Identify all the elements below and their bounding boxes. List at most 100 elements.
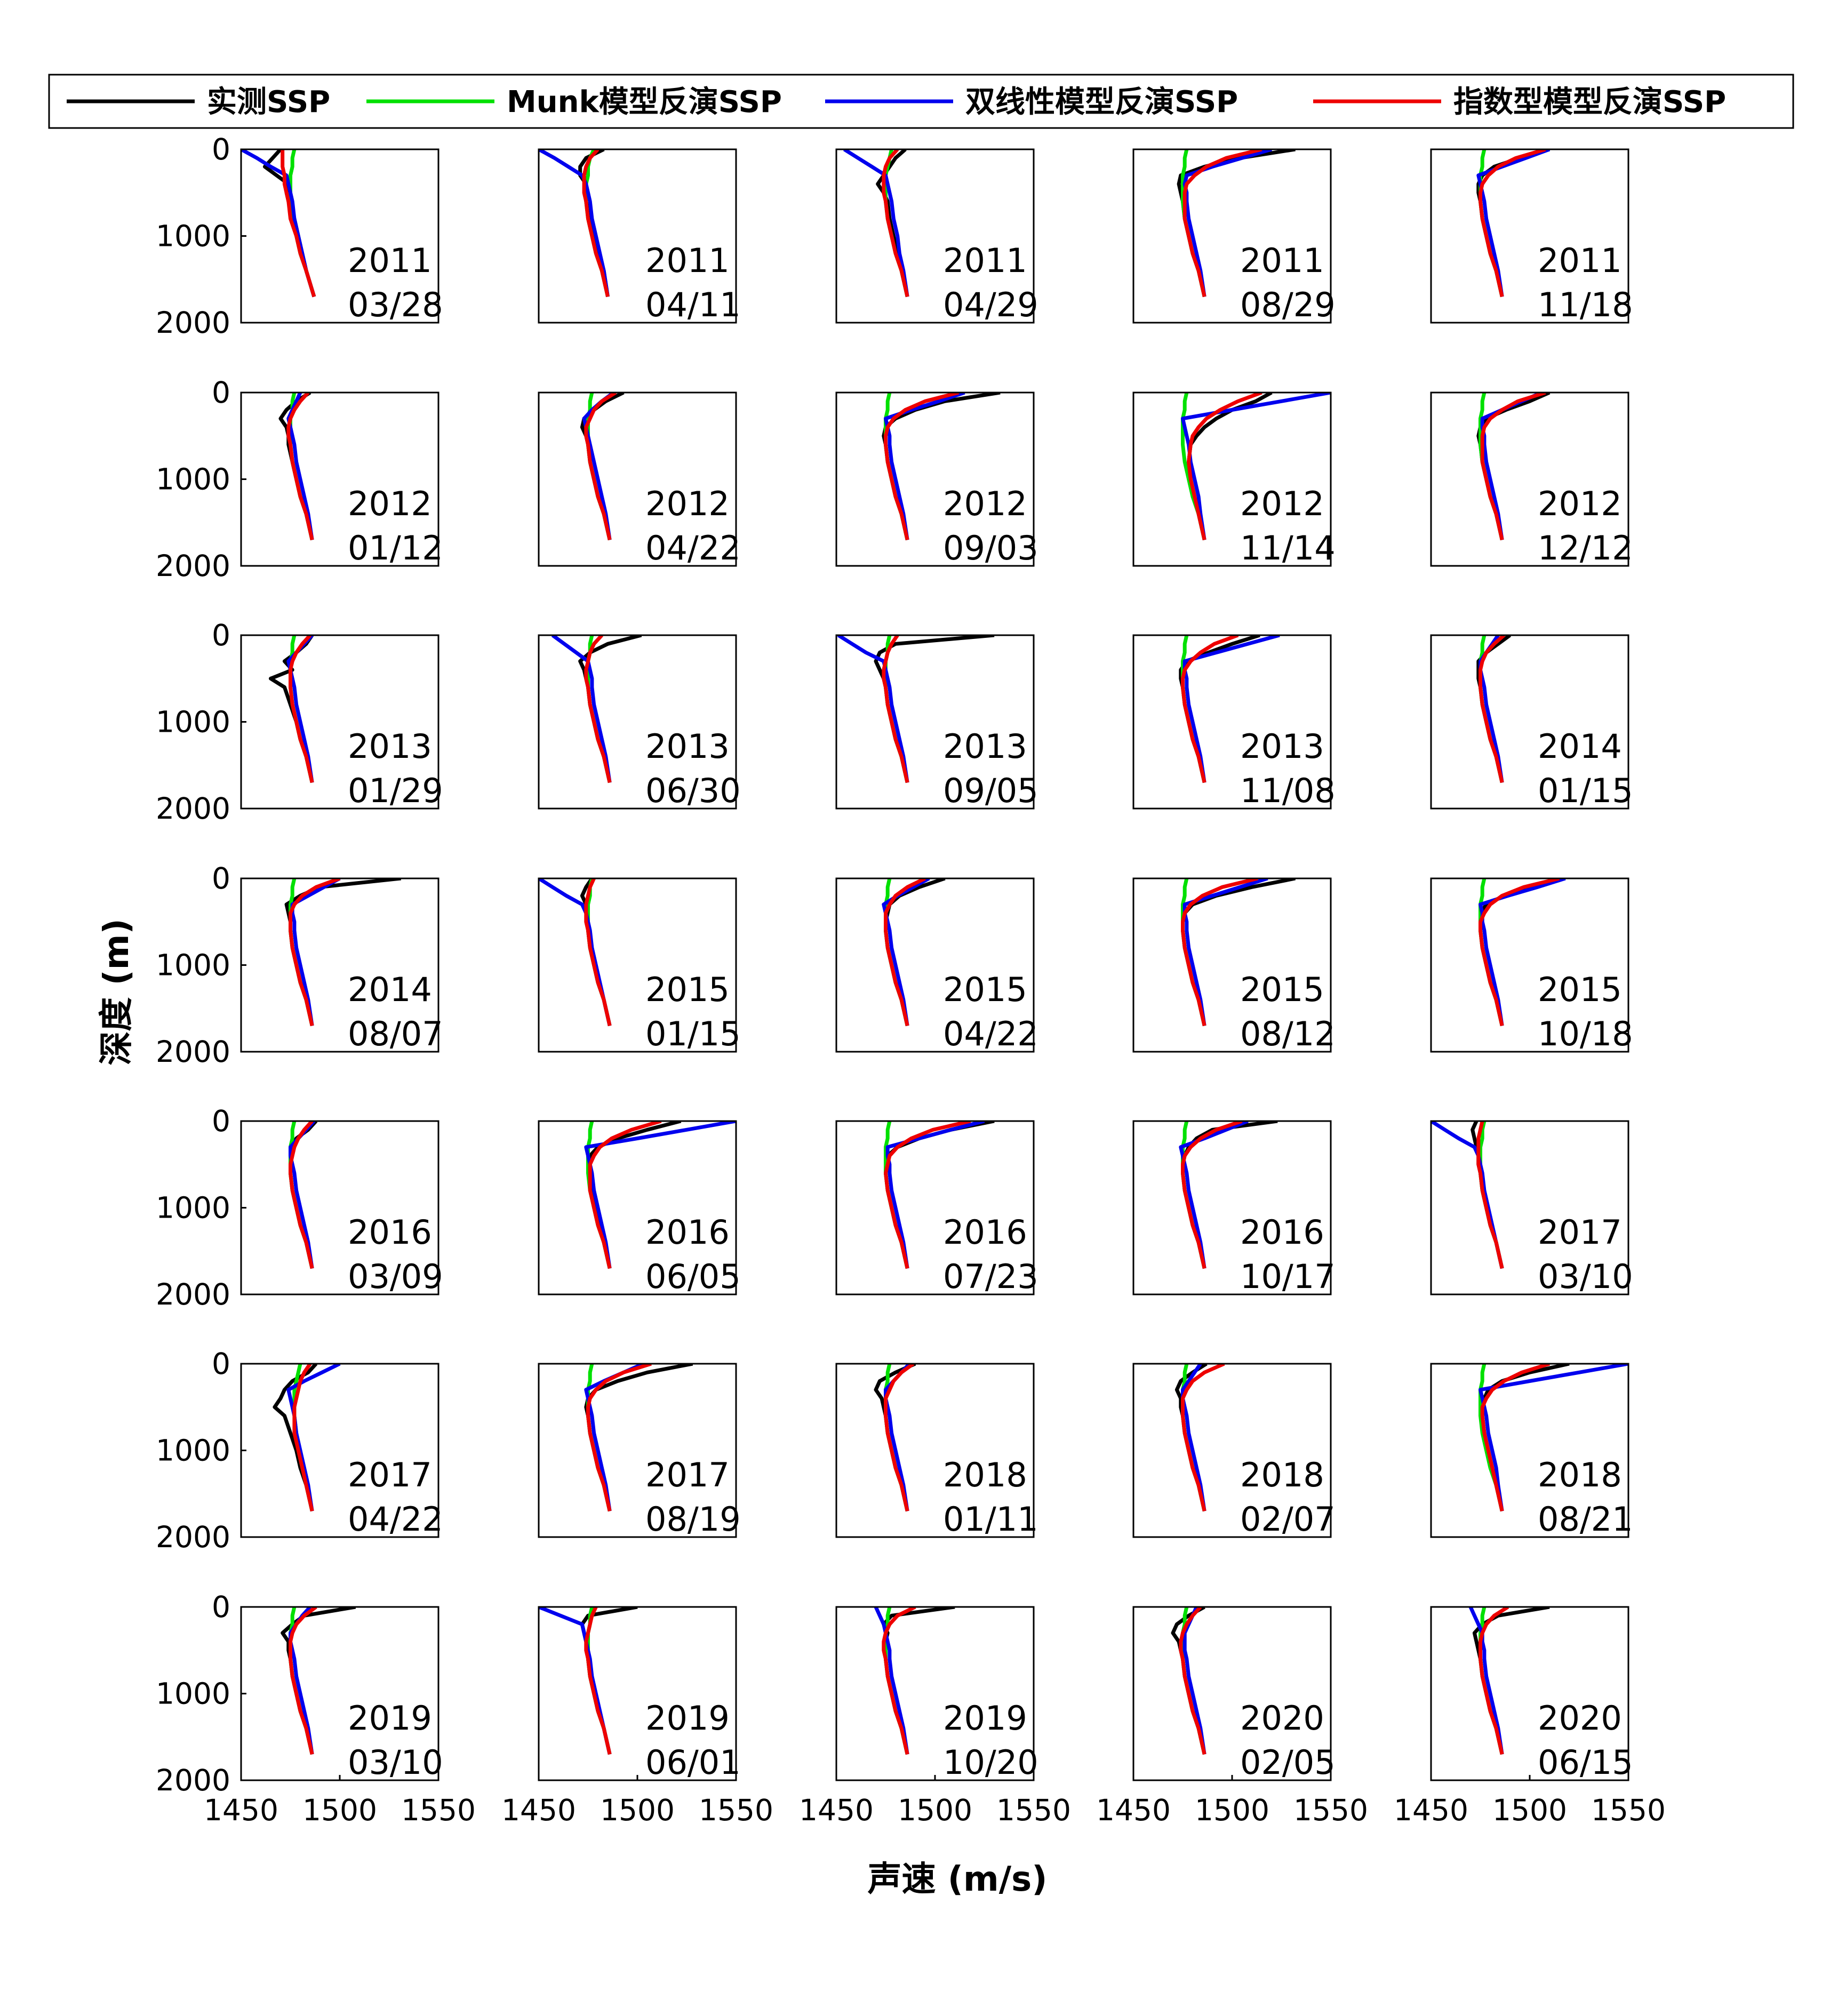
panel: 2018 02/07 (1132, 1363, 1336, 1539)
panel: 2015 04/22 (835, 877, 1038, 1053)
panel-frame (1132, 391, 1332, 567)
panel-lines (1476, 635, 1512, 783)
panel-year: 2012 (1538, 484, 1622, 523)
panel-frame (1430, 148, 1629, 324)
panel-frame (1132, 148, 1332, 324)
panel-date: 03/10 (1538, 1257, 1633, 1296)
x-tick-label: 1500 (1195, 1793, 1269, 1827)
panel-year: 2019 (348, 1699, 432, 1738)
panel-lines (281, 1607, 356, 1755)
y-tick-label: 2000 (156, 549, 230, 583)
exponential-line (1182, 149, 1262, 298)
panel-frame (1430, 877, 1629, 1053)
panel-lines (539, 149, 610, 298)
legend-label-2: Munk模型反演SSP (507, 85, 782, 119)
panel-lines (882, 878, 946, 1027)
panel-year: 2012 (943, 484, 1027, 523)
panel-lines (874, 1364, 916, 1512)
panel-date: 04/22 (645, 529, 741, 567)
panel: 2020 02/05 1450 1500 1550 (1096, 1606, 1368, 1827)
panel-year: 2015 (1240, 970, 1324, 1009)
panel-year: 2017 (1538, 1213, 1622, 1252)
exponential-line (1480, 393, 1546, 541)
exponential-line (1181, 878, 1258, 1027)
exponential-line (882, 1607, 916, 1755)
bilinear-line (1181, 1364, 1206, 1511)
x-tick-label: 1450 (1394, 1793, 1468, 1827)
panel-frame (1132, 1120, 1332, 1295)
panel: 2016 07/23 (835, 1120, 1038, 1296)
panel-lines (837, 635, 995, 783)
x-tick-label: 1550 (699, 1793, 773, 1827)
exponential-line (1181, 1121, 1243, 1269)
bilinear-line (290, 878, 341, 1026)
panel-date: 04/22 (348, 1500, 443, 1539)
exponential-line (884, 1364, 915, 1512)
panel-year: 2018 (943, 1455, 1027, 1494)
panel: 2018 08/21 (1430, 1363, 1633, 1539)
panel-date: 12/12 (1538, 529, 1633, 567)
exponential-line (281, 149, 316, 298)
exponential-line (286, 393, 314, 541)
panel: 2014 08/07 0 1000 2000 (156, 861, 443, 1069)
y-tick-label: 2000 (156, 1277, 230, 1311)
panel-lines (882, 393, 1001, 541)
exponential-line (1479, 1607, 1509, 1755)
panel-year: 2016 (645, 1213, 730, 1252)
panel-year: 2019 (943, 1699, 1027, 1738)
exponential-line (289, 1121, 314, 1269)
panel-frame (1430, 634, 1629, 810)
panel-date: 08/07 (348, 1014, 443, 1053)
y-tick-label: 1000 (156, 1677, 230, 1711)
y-tick-label: 1000 (156, 948, 230, 982)
bilinear-line (584, 1364, 644, 1511)
y-tick-label: 1000 (156, 219, 230, 253)
panel: 2012 11/14 (1132, 391, 1336, 567)
panel-lines (1181, 393, 1331, 541)
x-tick-label: 1550 (401, 1793, 476, 1827)
panel-year: 2016 (1240, 1213, 1324, 1252)
exponential-line (289, 635, 314, 783)
x-tick-label: 1550 (1591, 1793, 1666, 1827)
panel: 2012 12/12 (1430, 391, 1633, 567)
panel-frame (835, 634, 1035, 810)
panel: 2015 08/12 (1132, 877, 1336, 1053)
panel-frame (1132, 877, 1332, 1053)
panel-lines (1479, 1364, 1628, 1512)
panel-date: 10/18 (1538, 1014, 1633, 1053)
panel: 2016 10/17 (1132, 1120, 1336, 1296)
bilinear-line (1476, 149, 1551, 297)
panel-date: 11/14 (1240, 529, 1336, 567)
panel-year: 2013 (645, 727, 730, 766)
exponential-line (289, 1607, 317, 1755)
panel: 2019 10/20 1450 1500 1550 (799, 1606, 1071, 1827)
y-tick-label: 1000 (156, 462, 230, 497)
panel: 2013 11/08 (1132, 634, 1336, 810)
panel-year: 2020 (1240, 1699, 1324, 1738)
panel-frame (538, 391, 737, 567)
bilinear-line (539, 1607, 612, 1755)
panel-lines (273, 1364, 341, 1512)
panel-lines (1476, 149, 1551, 298)
panel-date: 06/01 (645, 1743, 741, 1782)
x-tick-label: 1450 (501, 1793, 576, 1827)
panel-year: 2016 (943, 1213, 1027, 1252)
panel-lines (539, 878, 612, 1027)
bilinear-line (286, 393, 314, 540)
panel-frame (835, 1363, 1035, 1538)
panel-lines (884, 1121, 995, 1269)
panel-date: 02/07 (1240, 1500, 1336, 1539)
panel-date: 11/08 (1240, 771, 1336, 810)
panel: 2013 01/29 0 1000 2000 (156, 618, 443, 826)
panel-lines (269, 635, 314, 783)
panel-frame (835, 1120, 1035, 1295)
exponential-line (1187, 393, 1262, 541)
legend: 实测SSP Munk模型反演SSP 双线性模型反演SSP 指数型模型反演SSP (48, 74, 1794, 129)
panel: 2013 09/05 (835, 634, 1038, 810)
panel-date: 02/05 (1240, 1743, 1336, 1782)
panels: 201103/28010002000201104/11201104/292011… (156, 132, 1666, 1827)
panel-frame (1132, 1363, 1332, 1538)
y-tick-label: 1000 (156, 705, 230, 739)
panel-year: 2011 (645, 241, 730, 280)
panel-date: 08/29 (1240, 285, 1336, 324)
